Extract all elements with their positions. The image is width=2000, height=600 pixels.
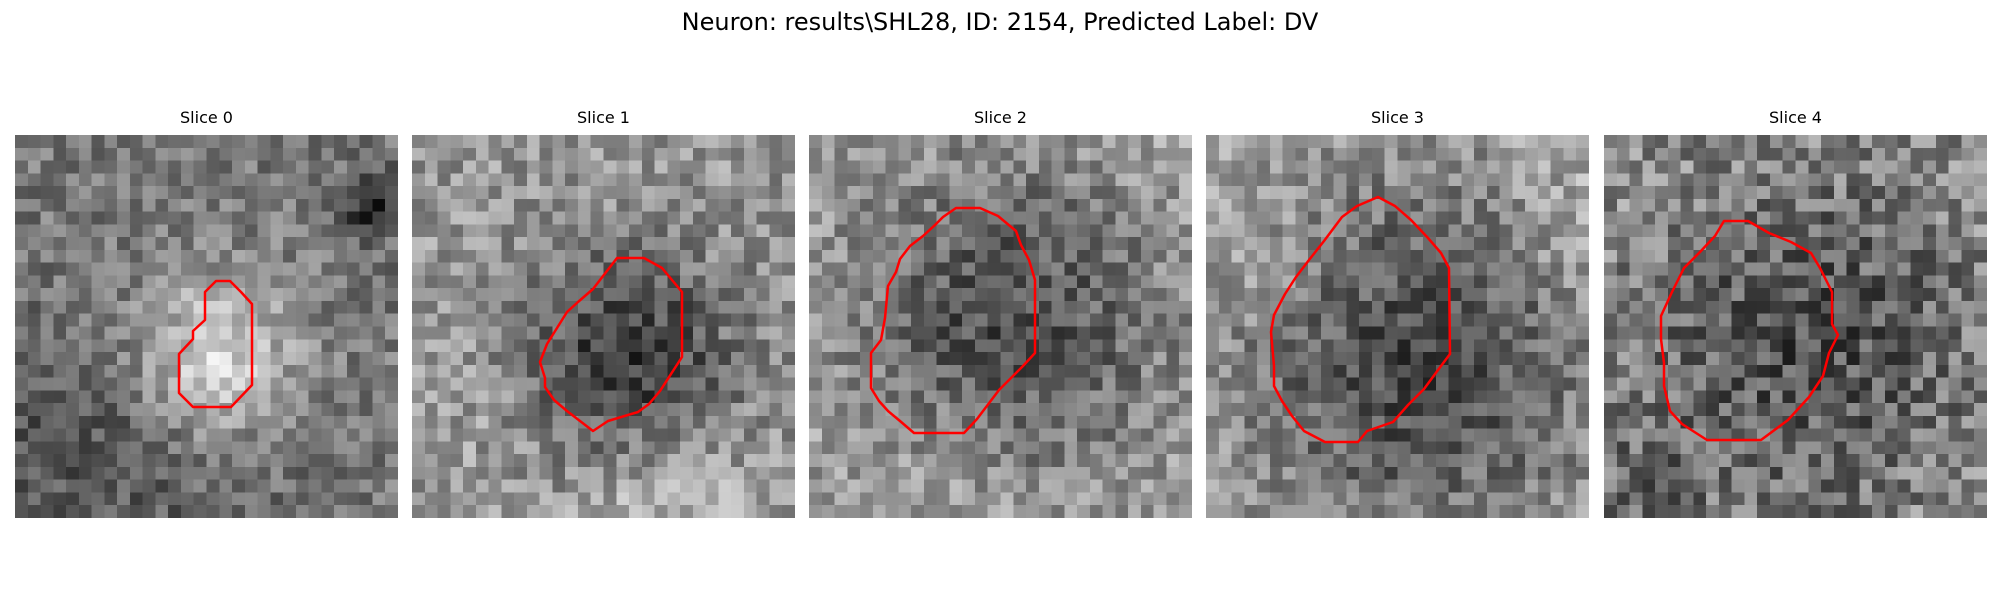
pixel-grid [1206, 135, 1589, 518]
slice-title: Slice 3 [1206, 108, 1589, 128]
slice-title: Slice 4 [1604, 108, 1987, 128]
slice-image [1604, 135, 1987, 518]
slice-title: Slice 1 [412, 108, 795, 128]
slice-image [15, 135, 398, 518]
slice-image [809, 135, 1192, 518]
slice-title: Slice 2 [809, 108, 1192, 128]
pixel-grid [15, 135, 398, 518]
slice-image [412, 135, 795, 518]
pixel-grid [412, 135, 795, 518]
slice-image [1206, 135, 1589, 518]
pixel-grid [809, 135, 1192, 518]
figure-title: Neuron: results\SHL28, ID: 2154, Predict… [0, 8, 2000, 36]
slice-title: Slice 0 [15, 108, 398, 128]
